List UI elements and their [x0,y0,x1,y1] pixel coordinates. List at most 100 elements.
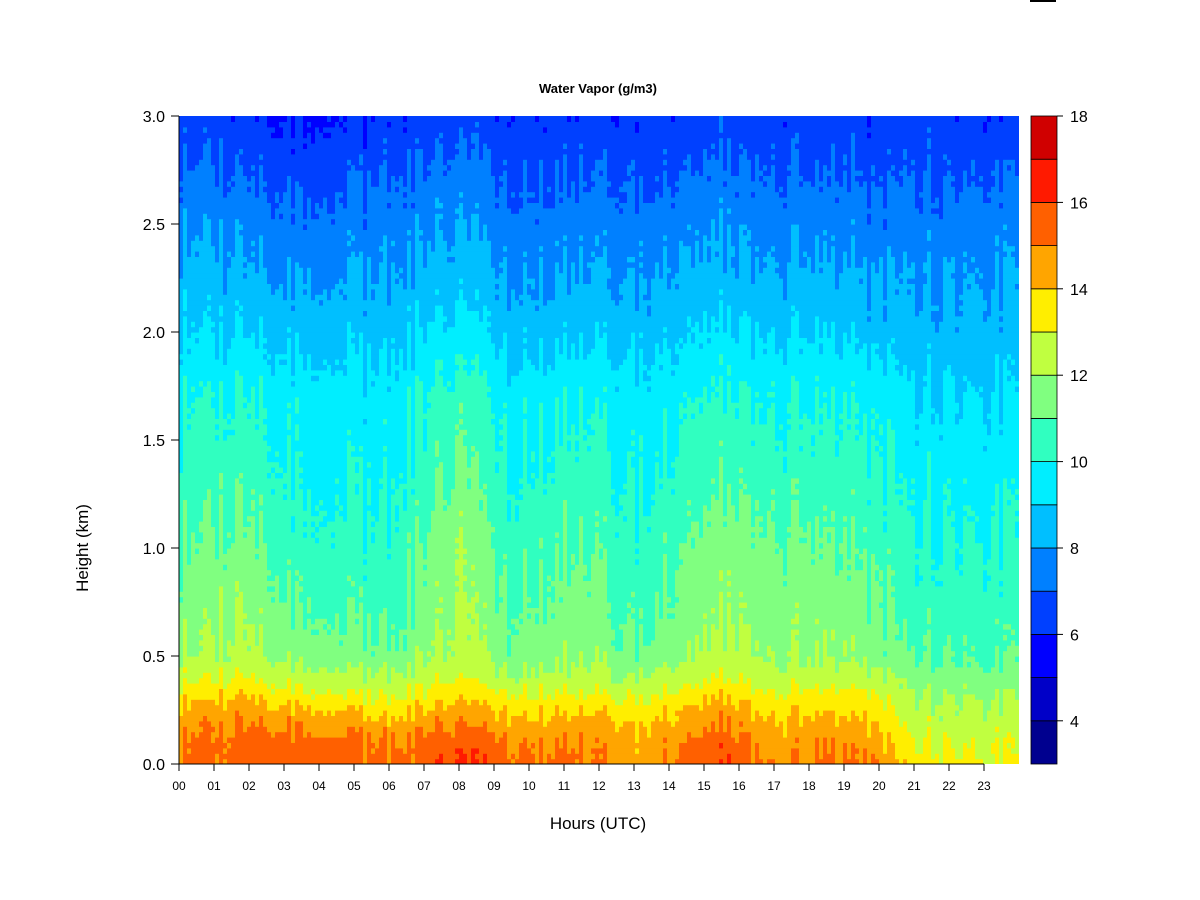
heatmap-cell [255,197,260,203]
heatmap-cell [251,208,256,214]
heatmap-cell [211,316,216,322]
heatmap-cell [271,451,276,457]
heatmap-cell [191,483,196,489]
heatmap-cell [179,726,184,732]
heatmap-cell [303,251,308,257]
heatmap-cell [251,483,256,489]
heatmap-cell [227,570,232,576]
heatmap-cell [247,267,252,273]
heatmap-cell [183,613,188,619]
heatmap-cell [343,462,348,468]
heatmap-cell [335,386,340,392]
heatmap-cell [187,618,192,624]
heatmap-cell [255,445,260,451]
heatmap-cell [275,229,280,235]
heatmap-cell [331,370,336,376]
heatmap-cell [323,613,328,619]
heatmap-cell [319,478,324,484]
heatmap-cell [211,256,216,262]
heatmap-cell [339,575,344,581]
heatmap-cell [319,283,324,289]
heatmap-cell [211,283,216,289]
heatmap-cell [259,710,264,716]
heatmap-cell [239,494,244,500]
heatmap-cell [231,251,236,257]
heatmap-cell [207,181,212,187]
heatmap-cell [331,310,336,316]
heatmap-cell [335,602,340,608]
heatmap-cell [307,737,312,743]
heatmap-cell [315,148,320,154]
heatmap-cell [211,235,216,241]
heatmap-cell [267,143,272,149]
heatmap-cell [283,224,288,230]
heatmap-cell [219,462,224,468]
heatmap-cell [307,445,312,451]
heatmap-cell [231,127,236,133]
heatmap-cell [235,262,240,268]
heatmap-cell [231,483,236,489]
heatmap-cell [303,364,308,370]
heatmap-cell [311,445,316,451]
heatmap-cell [227,138,232,144]
heatmap-cell [223,424,228,430]
heatmap-cell [227,165,232,171]
heatmap-cell [251,532,256,538]
heatmap-cell [235,213,240,219]
heatmap-cell [203,629,208,635]
heatmap-cell [311,424,316,430]
heatmap-cell [219,327,224,333]
heatmap-cell [195,300,200,306]
heatmap-cell [327,624,332,630]
heatmap-cell [327,424,332,430]
heatmap-cell [295,651,300,657]
heatmap-cell [255,748,260,754]
heatmap-cell [259,478,264,484]
heatmap-cell [227,586,232,592]
heatmap-cell [211,451,216,457]
heatmap-cell [183,246,188,252]
heatmap-cell [299,645,304,651]
heatmap-cell [287,510,292,516]
heatmap-cell [259,651,264,657]
heatmap-cell [223,354,228,360]
heatmap-cell [235,624,240,630]
heatmap-cell [275,532,280,538]
heatmap-cell [223,429,228,435]
heatmap-cell [211,192,216,198]
heatmap-cell [251,391,256,397]
heatmap-cell [271,121,276,127]
heatmap-cell [275,494,280,500]
heatmap-cell [215,597,220,603]
heatmap-cell [199,489,204,495]
heatmap-cell [259,262,264,268]
heatmap-cell [335,229,340,235]
heatmap-cell [179,413,184,419]
heatmap-cell [187,391,192,397]
heatmap-cell [263,343,268,349]
heatmap-cell [323,570,328,576]
heatmap-cell [255,607,260,613]
heatmap-cell [243,148,248,154]
heatmap-cell [231,305,236,311]
heatmap-cell [199,235,204,241]
heatmap-cell [287,451,292,457]
heatmap-cell [215,634,220,640]
heatmap-cell [219,732,224,738]
heatmap-cell [263,370,268,376]
heatmap-cell [279,656,284,662]
heatmap-cell [299,321,304,327]
heatmap-cell [271,597,276,603]
heatmap-cell [291,705,296,711]
heatmap-cell [199,742,204,748]
heatmap-cell [259,219,264,225]
heatmap-cell [227,213,232,219]
heatmap-cell [319,159,324,165]
heatmap-cell [179,537,184,543]
heatmap-cell [203,435,208,441]
heatmap-cell [231,472,236,478]
heatmap-cell [203,494,208,500]
heatmap-cell [179,553,184,559]
heatmap-cell [231,499,236,505]
heatmap-cell [259,197,264,203]
